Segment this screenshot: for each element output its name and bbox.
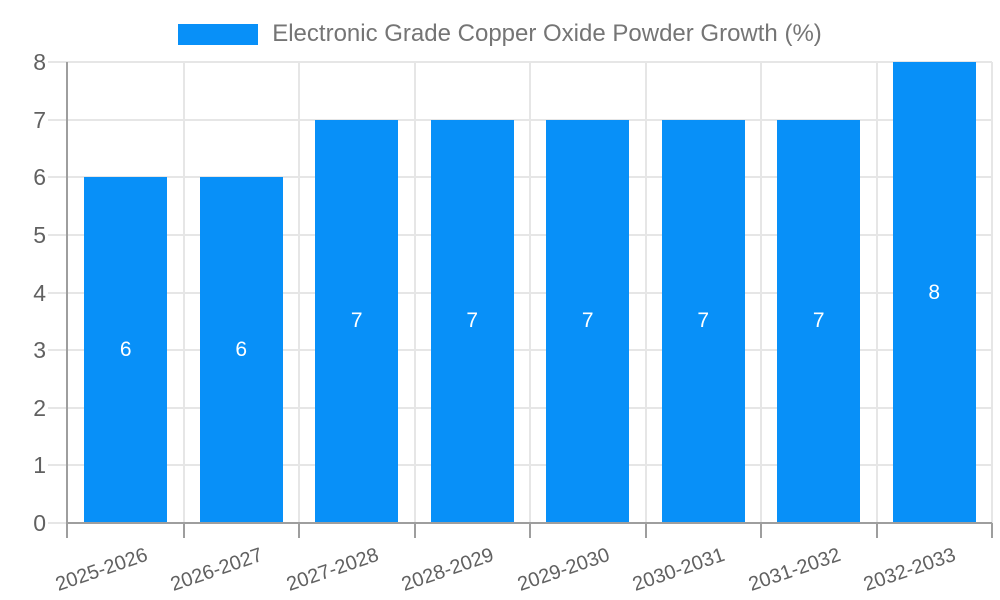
v-gridline [529, 62, 531, 523]
y-tick [48, 176, 68, 179]
y-tick-label: 6 [33, 164, 46, 191]
x-tick [182, 523, 185, 538]
y-tick [48, 522, 68, 524]
y-tick-label: 0 [33, 510, 46, 536]
y-tick-label: 3 [33, 337, 46, 364]
x-tick [413, 523, 416, 538]
x-tick [644, 523, 647, 538]
bar-value-label: 7 [812, 309, 825, 333]
v-gridline [760, 62, 762, 523]
bar-value-label: 7 [697, 309, 710, 333]
v-gridline [182, 62, 185, 523]
y-tick [48, 233, 68, 236]
bar-value-label: 6 [119, 338, 132, 362]
chart-title: Electronic Grade Copper Oxide Powder Gro… [272, 20, 822, 47]
bar-value-label: 7 [581, 309, 594, 333]
bar [199, 177, 283, 523]
y-tick [48, 464, 68, 467]
y-tick [48, 406, 68, 409]
bar [84, 177, 168, 523]
y-tick-label: 1 [33, 452, 46, 479]
x-tick [760, 523, 762, 538]
y-tick [48, 61, 68, 63]
bar [777, 119, 861, 523]
v-gridline [875, 62, 878, 523]
bar [315, 119, 399, 523]
y-tick [48, 291, 68, 294]
v-gridline [991, 62, 993, 523]
v-gridline [298, 62, 300, 523]
v-gridline [413, 62, 416, 523]
v-gridline [644, 62, 647, 523]
bar [546, 119, 630, 523]
bar-value-label: 7 [466, 309, 479, 333]
y-tick-label: 5 [33, 221, 46, 248]
bar [430, 119, 514, 523]
chart-legend: Electronic Grade Copper Oxide Powder Gro… [0, 14, 1000, 54]
y-tick-label: 7 [33, 106, 46, 133]
y-axis-line [66, 62, 68, 538]
x-tick [875, 523, 878, 538]
bar-value-label: 8 [928, 280, 941, 304]
bar [892, 62, 976, 523]
y-tick-label: 4 [33, 279, 46, 306]
x-tick [991, 523, 993, 538]
x-tick [298, 523, 300, 538]
y-tick-label: 2 [33, 394, 46, 421]
bar-value-label: 7 [350, 309, 363, 333]
y-tick [48, 118, 68, 121]
x-tick [529, 523, 531, 538]
y-tick-label: 8 [33, 49, 46, 75]
bar [661, 119, 745, 523]
y-tick [48, 349, 68, 352]
bar-value-label: 6 [235, 338, 248, 362]
legend-swatch [178, 23, 259, 45]
